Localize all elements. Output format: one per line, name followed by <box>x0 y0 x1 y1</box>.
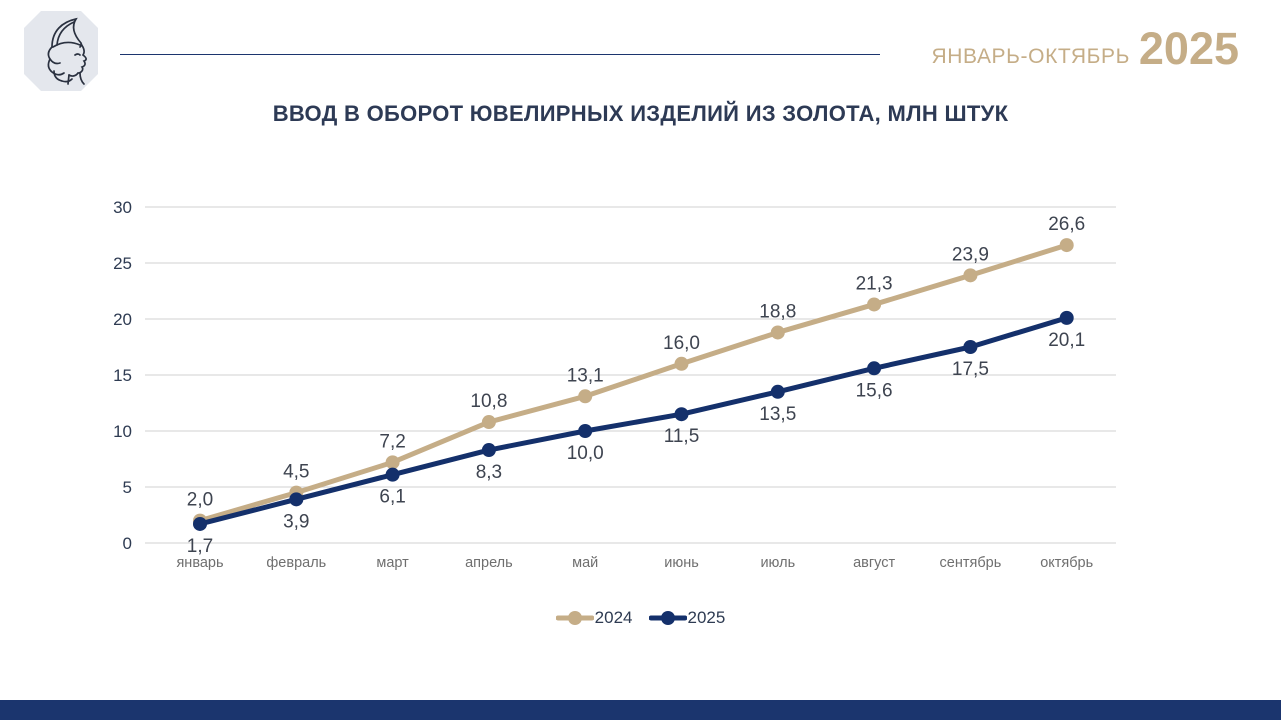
data-label-2025: 8,3 <box>476 462 502 483</box>
period-label: ЯНВАРЬ-ОКТЯБРЬ <box>931 45 1130 68</box>
woman-profile-icon <box>47 17 87 85</box>
data-point-2024 <box>481 415 496 430</box>
series-line-2024 <box>197 242 1070 524</box>
data-label-2024: 7,2 <box>379 431 405 452</box>
data-point-2025 <box>385 467 400 482</box>
legend-marker-0 <box>555 611 594 625</box>
data-label-2025: 17,5 <box>952 359 989 380</box>
header-divider <box>120 54 880 55</box>
data-point-2025 <box>578 424 593 438</box>
data-point-2025 <box>674 407 689 422</box>
x-axis-category-label: сентябрь <box>940 555 1002 571</box>
x-axis-category-label: февраль <box>266 555 326 571</box>
data-point-2024 <box>1059 238 1074 253</box>
data-point-2024 <box>867 297 882 312</box>
x-axis-category-label: март <box>376 555 409 571</box>
x-axis-category-label: август <box>853 555 895 571</box>
data-point-2025 <box>193 516 207 531</box>
y-axis-tick-label: 0 <box>123 534 132 553</box>
data-label-2024: 4,5 <box>283 462 309 483</box>
legend-item-2024: 2024 <box>555 608 633 628</box>
chart-title: ВВОД В ОБОРОТ ЮВЕЛИРНЫХ ИЗДЕЛИЙ ИЗ ЗОЛОТ… <box>272 101 1009 126</box>
octagon-badge <box>24 11 98 91</box>
data-label-2024: 23,9 <box>952 244 989 265</box>
data-label-2024: 18,8 <box>759 301 796 322</box>
data-point-2024 <box>385 455 400 470</box>
data-label-2025: 1,7 <box>187 536 213 557</box>
y-axis-tick-label: 15 <box>113 366 132 385</box>
data-point-2025 <box>1059 310 1074 325</box>
data-label-2025: 15,6 <box>856 380 893 401</box>
data-point-2025 <box>770 384 785 399</box>
data-point-2024 <box>578 389 593 404</box>
y-axis-tick-label: 25 <box>113 254 132 273</box>
legend-item-2025: 2025 <box>648 608 726 628</box>
year-label: 2025 <box>1138 23 1239 74</box>
data-label-2024: 21,3 <box>856 273 893 294</box>
data-point-2025 <box>289 492 304 507</box>
x-axis-category-label: июнь <box>664 555 699 571</box>
data-label-2024: 2,0 <box>187 490 213 511</box>
data-point-2024 <box>963 268 978 283</box>
series-line-2025 <box>197 315 1070 527</box>
y-axis-tick-label: 5 <box>123 478 132 497</box>
data-label-2025: 10,0 <box>567 443 604 464</box>
data-label-2025: 6,1 <box>379 487 405 508</box>
data-label-2025: 11,5 <box>664 426 700 447</box>
data-label-2025: 20,1 <box>1048 330 1085 351</box>
x-axis-category-label: апрель <box>465 555 513 571</box>
data-label-2024: 10,8 <box>470 391 507 412</box>
y-axis-tick-label: 20 <box>113 310 132 329</box>
x-axis-category-label: май <box>572 555 598 571</box>
data-label-2025: 3,9 <box>283 511 309 532</box>
data-point-2025 <box>963 340 978 354</box>
assay-hallmark-logo <box>24 11 98 91</box>
x-axis-category-label: октябрь <box>1040 555 1093 571</box>
legend-marker-1 <box>648 611 687 625</box>
x-axis-category-label: январь <box>176 555 223 571</box>
data-point-2025 <box>867 361 882 376</box>
x-axis-category-label: июль <box>760 555 795 571</box>
legend-label-2025: 2025 <box>687 608 726 627</box>
legend-label-2024: 2024 <box>594 608 633 627</box>
footer-bar <box>0 700 1281 720</box>
y-axis-tick-label: 30 <box>113 198 132 217</box>
data-label-2024: 13,1 <box>567 365 604 386</box>
data-label-2024: 16,0 <box>663 333 700 354</box>
data-point-2024 <box>674 356 689 371</box>
data-point-2024 <box>770 325 785 340</box>
data-label-2025: 13,5 <box>759 404 796 425</box>
data-label-2024: 26,6 <box>1048 214 1085 235</box>
line-chart: 0 5 10 15 20 25 30 январь февраль март апрель май ию… <box>113 198 1116 571</box>
data-point-2025 <box>481 443 496 458</box>
y-axis-tick-label: 10 <box>113 422 132 441</box>
chart-legend: 2024 2025 <box>0 608 1281 628</box>
